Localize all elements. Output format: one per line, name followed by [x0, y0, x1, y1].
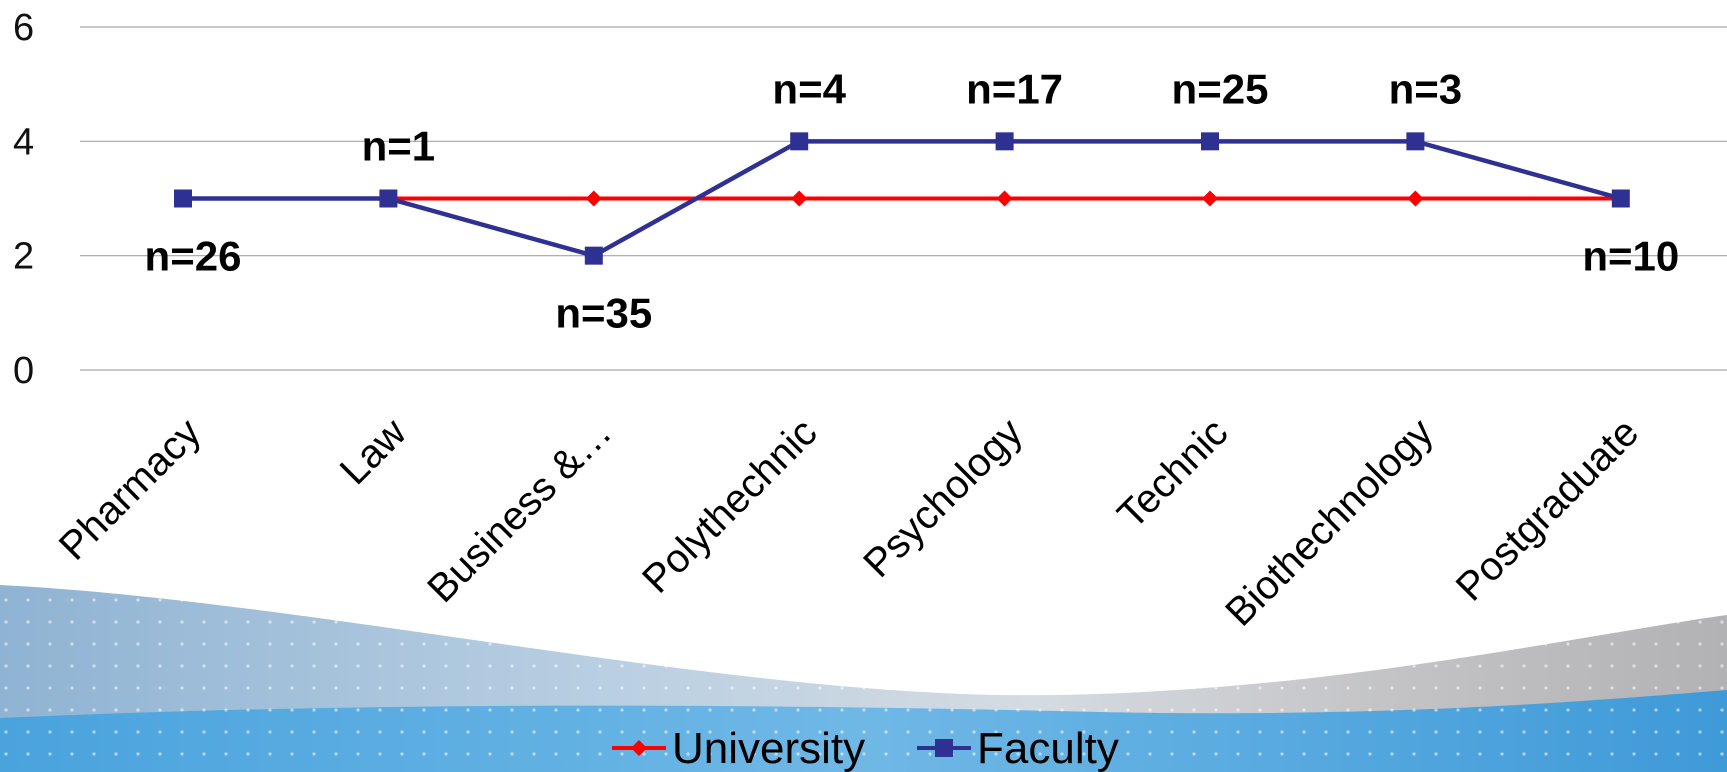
data-point-faculty — [1201, 132, 1219, 151]
x-category-label: Business &… — [419, 410, 620, 611]
data-point-faculty — [174, 189, 192, 208]
y-tick-label: 0 — [13, 350, 34, 392]
data-label: n=17 — [966, 65, 1063, 112]
data-label: n=26 — [145, 233, 242, 280]
data-label: n=35 — [555, 290, 652, 337]
x-category-label: Psychology — [855, 410, 1031, 586]
data-point-faculty — [1611, 189, 1630, 208]
data-point-university — [1202, 190, 1218, 207]
legend-label: University — [672, 724, 865, 772]
legend-label: Faculty — [977, 724, 1119, 772]
y-tick-label: 6 — [13, 7, 34, 49]
data-label: n=4 — [772, 65, 846, 112]
x-category-label: Law — [332, 410, 415, 493]
x-category-label: Pharmacy — [51, 410, 209, 568]
x-category-label: Biothechnology — [1217, 410, 1442, 635]
data-point-university — [1407, 190, 1424, 207]
data-label: n=25 — [1172, 65, 1269, 112]
data-label: n=3 — [1389, 65, 1463, 112]
data-point-faculty — [995, 132, 1014, 151]
data-point-university — [791, 190, 808, 207]
x-category-label: Polythechnic — [634, 410, 825, 601]
data-label: n=1 — [362, 123, 436, 170]
series-line-faculty — [183, 139, 1622, 259]
y-tick-label: 4 — [13, 121, 34, 163]
x-category-label: Postgraduate — [1448, 410, 1647, 609]
data-point-faculty — [584, 246, 603, 265]
x-category-label: Technic — [1109, 410, 1236, 537]
data-label: n=10 — [1582, 233, 1679, 280]
legend-marker-faculty — [935, 739, 953, 757]
data-point-faculty — [379, 189, 398, 208]
data-point-faculty — [1406, 132, 1425, 151]
legend-marker-university — [631, 740, 647, 756]
data-point-faculty — [790, 132, 809, 151]
y-tick-label: 2 — [13, 236, 34, 278]
data-point-university — [996, 190, 1013, 207]
legend: University Faculty — [612, 724, 1119, 772]
data-point-university — [585, 190, 602, 207]
